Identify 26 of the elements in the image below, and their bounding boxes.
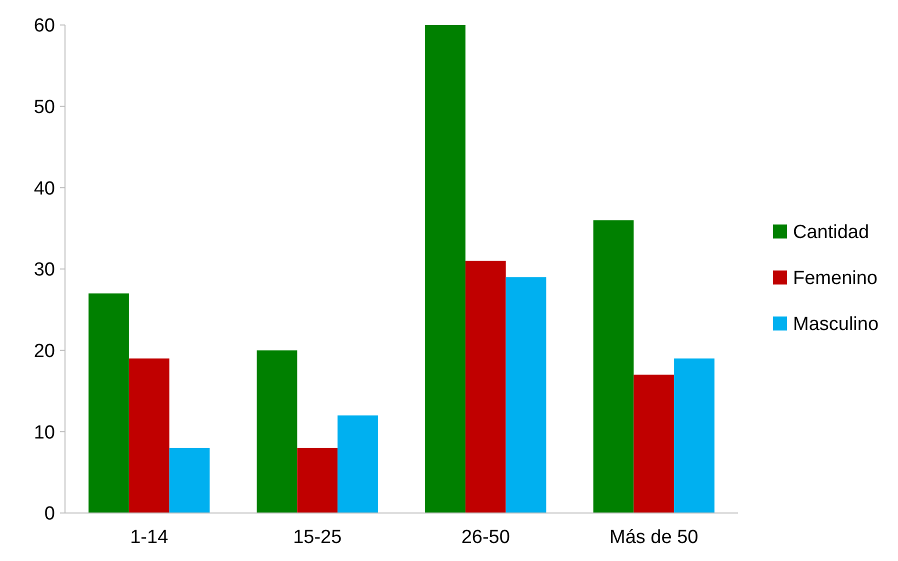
y-tick-label: 20 bbox=[34, 340, 55, 362]
bar bbox=[297, 448, 338, 513]
bar bbox=[169, 448, 210, 513]
bar bbox=[88, 293, 129, 513]
bar bbox=[465, 260, 506, 513]
y-tick-label: 30 bbox=[34, 260, 55, 281]
x-tick-label: 15-25 bbox=[293, 527, 342, 548]
y-tick-label: 0 bbox=[44, 504, 55, 525]
x-tick-label: 1-14 bbox=[130, 527, 169, 548]
y-tick-label: 10 bbox=[34, 422, 55, 444]
bar bbox=[128, 358, 170, 513]
x-tick-label: Más de 50 bbox=[610, 527, 698, 548]
bar bbox=[338, 415, 378, 513]
legend-label: Cantidad bbox=[793, 222, 870, 244]
x-tick-label: 26-50 bbox=[461, 527, 510, 548]
bar bbox=[506, 277, 546, 513]
bar bbox=[634, 374, 674, 513]
bar bbox=[674, 358, 714, 513]
bar bbox=[593, 220, 634, 513]
y-tick-label: 50 bbox=[34, 96, 55, 118]
bar bbox=[256, 350, 298, 513]
bar bbox=[425, 25, 466, 513]
y-tick-label: 40 bbox=[34, 178, 55, 200]
y-tick-label: 60 bbox=[34, 16, 55, 37]
legend-label: Masculino bbox=[793, 314, 879, 336]
legend-label: Femenino bbox=[793, 268, 878, 290]
